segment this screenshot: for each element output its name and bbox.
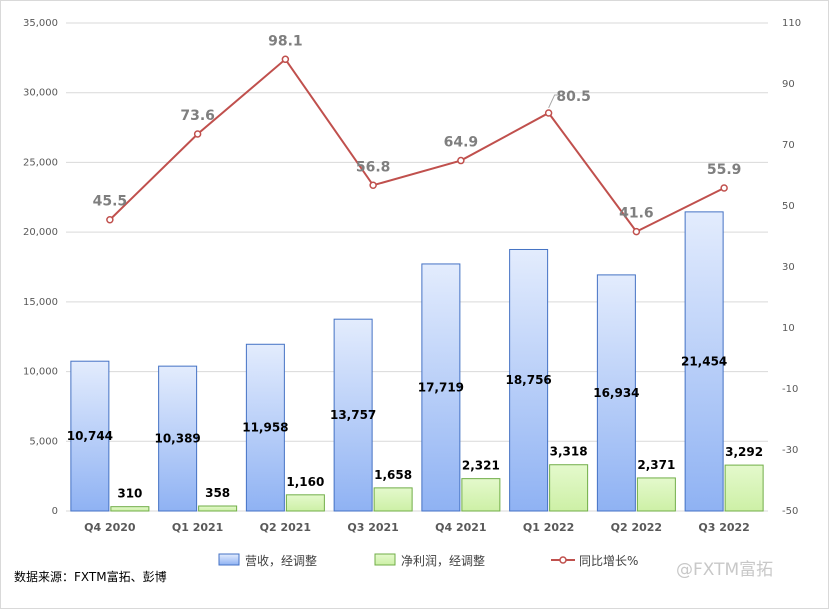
left-tick-label: 35,000 xyxy=(23,18,58,29)
growth-point xyxy=(369,181,377,190)
line-group: 45.5 73.6 98.1 56.8 64.9 80.5 41.6 55.9 xyxy=(93,33,742,236)
growth-line xyxy=(109,57,725,233)
legend-label: 同比增长% xyxy=(579,554,638,568)
growth-label: 98.1 xyxy=(268,33,303,49)
revenue-bar-label: 18,756 xyxy=(505,373,551,387)
growth-label: 64.9 xyxy=(444,135,479,151)
growth-label: 56.8 xyxy=(356,159,391,175)
left-tick-label: 0 xyxy=(52,506,58,517)
revenue-bar-label: 11,958 xyxy=(242,421,288,435)
legend-label: 营收，经调整 xyxy=(245,553,317,568)
profit-bar-label: 310 xyxy=(117,487,142,501)
profit-bar-label: 1,160 xyxy=(286,475,324,489)
profit-bar xyxy=(549,464,589,512)
right-tick-label: 70 xyxy=(782,140,795,151)
legend: 营收，经调整 净利润，经调整 同比增长% xyxy=(218,553,638,568)
revenue-bar-label: 16,934 xyxy=(593,386,639,400)
left-axis-ticks: 0 5,000 10,000 15,000 20,000 25,000 30,000 35,0… xyxy=(23,18,58,517)
revenue-bar xyxy=(158,365,198,512)
profit-bar-label: 3,292 xyxy=(725,445,763,459)
revenue-bar xyxy=(596,274,636,512)
category-label: Q3 2022 xyxy=(698,521,749,534)
revenue-bar-label: 10,389 xyxy=(154,432,200,446)
growth-label: 45.5 xyxy=(93,194,128,210)
profit-bar-label: 2,371 xyxy=(637,458,675,472)
revenue-bar xyxy=(509,248,549,512)
left-tick-label: 10,000 xyxy=(23,367,58,378)
left-tick-label: 15,000 xyxy=(23,297,58,308)
growth-point xyxy=(632,227,641,236)
revenue-bar-label: 10,744 xyxy=(67,429,113,443)
growth-label: 41.6 xyxy=(619,206,654,222)
left-tick-label: 20,000 xyxy=(23,227,58,238)
watermark: @FXTM富拓 xyxy=(676,560,774,580)
profit-bar xyxy=(373,487,413,512)
revenue-bar-label: 21,454 xyxy=(681,354,727,368)
profit-bar-label: 1,658 xyxy=(374,468,412,482)
source-note: 数据来源：FXTM富拓、彭博 xyxy=(14,570,167,584)
revenue-bar xyxy=(333,318,373,512)
left-tick-label: 30,000 xyxy=(23,88,58,99)
right-tick-label: 50 xyxy=(782,201,795,212)
growth-point xyxy=(193,130,202,138)
revenue-bar xyxy=(684,211,724,512)
legend-swatch xyxy=(374,553,396,566)
growth-point xyxy=(720,184,728,192)
right-tick-label: 10 xyxy=(782,323,795,334)
leader-line xyxy=(548,94,561,109)
right-axis-ticks: -50 -30 -10 10 30 50 70 90 110 xyxy=(782,18,801,517)
profit-bar xyxy=(110,506,150,512)
category-label: Q4 2020 xyxy=(84,521,136,534)
profit-bar-label: 358 xyxy=(205,486,230,500)
right-tick-label: 90 xyxy=(782,79,795,90)
profit-bar xyxy=(636,477,676,512)
growth-point xyxy=(106,215,114,224)
right-tick-label: 110 xyxy=(782,18,801,29)
revenue-bar xyxy=(245,343,285,512)
growth-point xyxy=(544,109,553,117)
left-tick-label: 5,000 xyxy=(29,436,58,447)
bars-group: 10,744 310 10,389 358 11,958 1,160 13,757 1,658… xyxy=(67,211,764,512)
right-tick-label: -10 xyxy=(782,384,798,395)
profit-bar-label: 3,318 xyxy=(550,445,588,459)
category-labels: Q4 2020 Q1 2021 Q2 2021 Q3 2021 Q4 2021 Q1 20… xyxy=(84,521,750,534)
legend-swatch-marker xyxy=(559,556,567,564)
right-tick-label: -50 xyxy=(782,506,798,517)
category-label: Q1 2022 xyxy=(523,521,574,534)
profit-bar-label: 2,321 xyxy=(462,459,500,473)
right-tick-label: 30 xyxy=(782,262,795,273)
category-label: Q2 2022 xyxy=(611,521,662,534)
right-tick-label: -30 xyxy=(782,445,798,456)
growth-point xyxy=(457,156,465,165)
profit-bar xyxy=(724,464,764,512)
left-tick-label: 25,000 xyxy=(23,157,58,168)
revenue-bar xyxy=(70,360,110,512)
category-label: Q2 2021 xyxy=(260,521,311,534)
revenue-bar-label: 17,719 xyxy=(418,380,464,394)
legend-label: 净利润，经调整 xyxy=(401,553,485,568)
growth-label: 55.9 xyxy=(707,162,742,178)
growth-label: 80.5 xyxy=(556,89,591,105)
legend-swatch xyxy=(218,553,240,566)
category-label: Q1 2021 xyxy=(172,521,223,534)
revenue-bar-label: 13,757 xyxy=(330,408,376,422)
category-label: Q3 2021 xyxy=(347,521,398,534)
profit-bar xyxy=(285,494,325,512)
profit-bar xyxy=(198,505,238,512)
profit-bar xyxy=(461,478,501,512)
category-label: Q4 2021 xyxy=(435,521,486,534)
revenue-bar xyxy=(421,263,461,512)
growth-point xyxy=(281,55,290,64)
growth-label: 73.6 xyxy=(180,108,215,124)
